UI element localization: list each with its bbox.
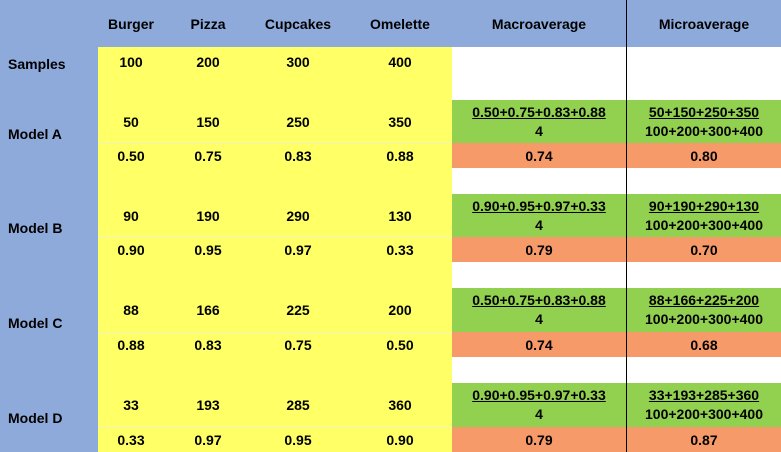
macro-denominator: 4 [535,406,543,422]
count-value: 285 [286,397,310,413]
row-separator [98,332,452,333]
ratio-value: 0.50 [117,147,145,164]
samples-value: 200 [196,54,220,70]
macro-formula: 0.50+0.75+0.83+0.88 4 [452,100,626,143]
micro-result: 0.68 [627,332,781,357]
block-gap [452,168,781,194]
samples-value: 100 [119,54,143,70]
macro-numerator: 0.90+0.95+0.97+0.33 [472,387,606,403]
header-burger: Burger [108,15,154,32]
macro-numerator: 0.90+0.95+0.97+0.33 [472,197,606,214]
count-value: 150 [196,113,220,130]
samples-value: 300 [286,54,310,70]
ratio-value: 0.50 [386,336,414,353]
count-value: 360 [388,397,412,413]
column-divider [626,0,627,452]
macro-numerator: 0.50+0.75+0.83+0.88 [472,292,606,308]
macro-formula: 0.90+0.95+0.97+0.33 4 [452,194,626,237]
micro-formula: 33+193+285+360 100+200+300+400 [627,383,781,427]
row-label-model: Model D [8,409,63,426]
ratio-value: 0.97 [284,241,312,258]
micro-numerator: 50+150+250+350 [648,103,760,120]
header-microaverage: Microaverage [658,15,750,32]
count-value: 33 [123,397,139,413]
macro-numerator: 0.50+0.75+0.83+0.88 [472,103,606,120]
ratio-value: 0.75 [194,147,222,164]
header-pizza: Pizza [190,15,226,32]
row-separator [98,237,452,238]
count-value: 190 [196,207,220,224]
row-label-model: Model A [8,126,62,142]
samples-blank-area [452,47,781,100]
ratio-value: 0.97 [194,431,222,448]
block-gap [452,357,781,383]
header-omelette: Omelette [370,15,430,32]
micro-formula: 88+166+225+200 100+200+300+400 [627,288,781,332]
macro-result: 0.74 [452,143,626,168]
macro-formula: 0.90+0.95+0.97+0.33 4 [452,383,626,427]
count-value: 193 [196,397,220,413]
micro-denominator: 100+200+300+400 [645,122,763,139]
header-macroaverage: Macroaverage [491,15,587,32]
micro-denominator: 100+200+300+400 [645,311,763,327]
count-value: 130 [388,207,412,224]
micro-denominator: 100+200+300+400 [645,216,763,233]
count-value: 88 [123,302,139,318]
row-separator [98,427,452,428]
ratio-value: 0.83 [284,147,312,164]
ratio-value: 0.83 [194,336,222,353]
macro-denominator: 4 [535,216,543,233]
count-value: 50 [123,113,139,130]
ratio-value: 0.95 [284,431,312,448]
micro-denominator: 100+200+300+400 [645,406,763,422]
macro-result: 0.79 [452,427,626,452]
macro-formula: 0.50+0.75+0.83+0.88 4 [452,288,626,332]
ratio-value: 0.90 [386,431,414,448]
micro-formula: 90+190+290+130 100+200+300+400 [627,194,781,237]
ratio-value: 0.88 [386,147,414,164]
count-value: 90 [123,207,139,224]
micro-result: 0.80 [627,143,781,168]
ratio-value: 0.75 [284,336,312,353]
macro-denominator: 4 [535,122,543,139]
micro-formula: 50+150+250+350 100+200+300+400 [627,100,781,143]
row-label-samples: Samples [8,55,66,72]
ratio-value: 0.33 [386,241,414,258]
count-value: 250 [286,113,310,130]
ratio-value: 0.90 [117,241,145,258]
row-separator [98,143,452,144]
count-value: 200 [388,302,412,318]
macro-result: 0.79 [452,237,626,262]
samples-value: 400 [388,54,412,70]
micro-numerator: 88+166+225+200 [648,292,760,308]
row-label-column [0,47,98,452]
header-cupcakes: Cupcakes [264,15,332,32]
row-label-model: Model B [8,220,63,236]
count-value: 166 [196,302,220,318]
block-gap [452,262,781,288]
row-label-model: Model C [8,314,63,331]
count-value: 225 [286,302,310,318]
data-area [98,47,452,452]
macro-denominator: 4 [535,311,543,327]
micro-numerator: 90+190+290+130 [648,197,760,214]
ratio-value: 0.88 [117,336,145,353]
ratio-value: 0.33 [117,431,145,448]
macro-result: 0.74 [452,332,626,357]
micro-result: 0.87 [627,427,781,452]
count-value: 350 [388,113,412,130]
micro-numerator: 33+193+285+360 [648,387,760,403]
header-row [0,0,781,47]
ratio-value: 0.95 [194,241,222,258]
count-value: 290 [286,207,310,224]
micro-result: 0.70 [627,237,781,262]
